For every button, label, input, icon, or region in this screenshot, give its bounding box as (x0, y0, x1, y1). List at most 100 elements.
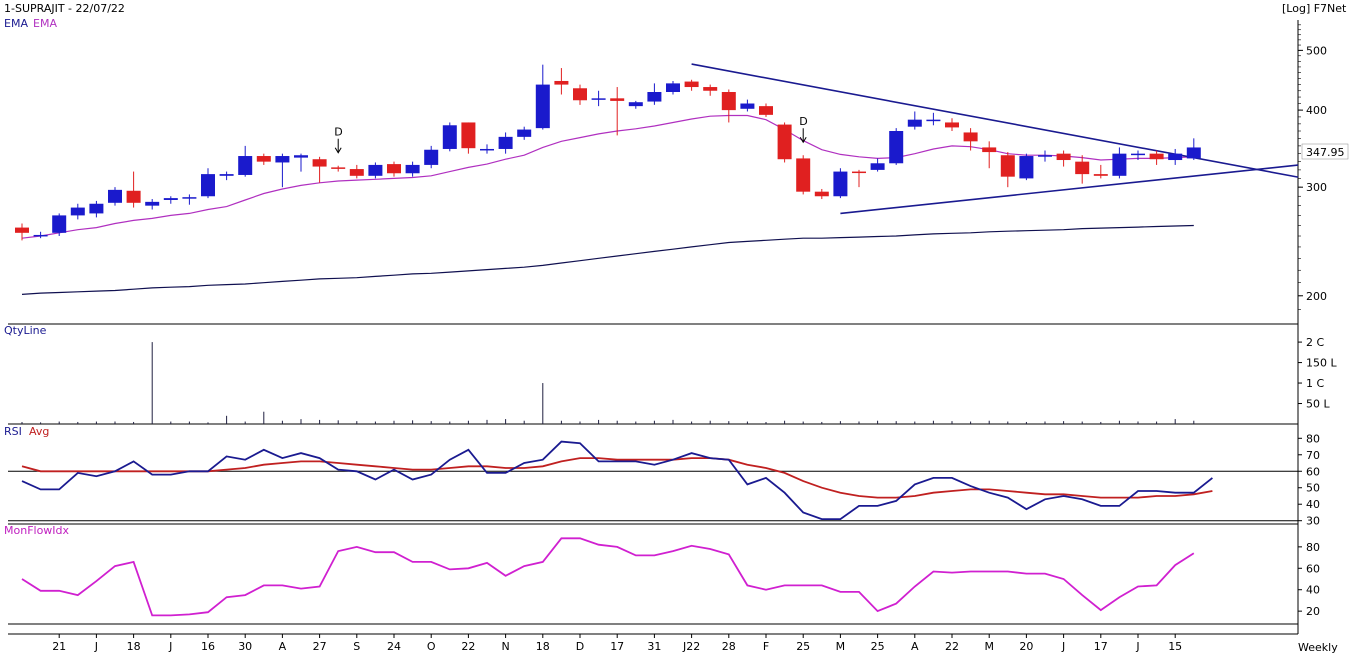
candle (405, 161, 420, 177)
candle-body (331, 167, 346, 169)
x-tick-label: M (836, 640, 846, 653)
ema-label-2: EMA (33, 17, 57, 30)
candle-body (517, 129, 532, 137)
annotations: DD (334, 115, 808, 154)
x-tick-label: S (353, 640, 360, 653)
ema-short-path (21, 114, 1194, 239)
scale-info: [Log] F7Net (1282, 2, 1347, 15)
candle (945, 118, 959, 132)
candle-body (145, 201, 160, 206)
candle-body (1112, 153, 1127, 176)
candle (163, 196, 178, 204)
candle-body (1000, 155, 1015, 177)
candle-body (498, 136, 513, 149)
candle (1056, 150, 1071, 167)
rsi-line (21, 440, 1213, 520)
x-tick-label: A (911, 640, 919, 653)
annotation-label: D (334, 126, 342, 139)
x-tick-label: F (763, 640, 769, 653)
candle (889, 128, 904, 165)
candle-body (628, 102, 643, 107)
candle-body (740, 103, 755, 109)
candle-body (1093, 174, 1108, 176)
x-tick-label: 25 (796, 640, 810, 653)
candle (1186, 138, 1201, 161)
last-price-marker: 347.95 (1301, 143, 1349, 160)
x-axis: 21 J 18 J 16 30 A 27 S 24 O 22 N 18 D 17 31 J22 28 F 25 M 25 A 2… (52, 634, 1182, 653)
candle-body (982, 147, 997, 153)
candle (554, 68, 569, 95)
rsi-tick-label: 60 (1306, 465, 1320, 478)
candle (1149, 150, 1164, 165)
candle (982, 141, 997, 169)
candle (89, 200, 104, 218)
x-tick-label: 17 (1094, 640, 1108, 653)
candle-body (1038, 155, 1052, 157)
candle (275, 153, 290, 188)
x-tick-label: A (279, 640, 287, 653)
candle-body (721, 92, 736, 111)
candle-body (591, 98, 606, 100)
candle (703, 84, 718, 96)
volume-axis: 2 C 150 L 1 C 50 L (1298, 336, 1337, 411)
candle (256, 153, 271, 165)
candle (238, 145, 253, 177)
candle (331, 165, 346, 172)
candle-body (461, 122, 476, 149)
candle-body (926, 119, 941, 122)
candle-body (1149, 153, 1164, 160)
candle-body (535, 84, 550, 129)
candle (498, 132, 513, 154)
price-tick-label: 300 (1306, 181, 1327, 194)
candle (15, 223, 29, 241)
candle (33, 231, 48, 239)
rsi-tick-label: 70 (1306, 449, 1320, 462)
candle-body (182, 197, 197, 199)
candle-body (256, 156, 271, 162)
candle (126, 171, 141, 208)
candle (573, 84, 587, 105)
candle-body (759, 106, 773, 115)
ema-long-line (21, 224, 1194, 295)
rsi-tick-label: 40 (1306, 498, 1320, 511)
x-tick-label: J (1061, 640, 1065, 653)
ema-label: EMA (4, 17, 28, 30)
ema-short-line (21, 114, 1194, 239)
x-tick-label: 31 (647, 640, 661, 653)
price-axis: 200 300 400 500 (1298, 24, 1327, 310)
rsi-tick-label: 80 (1306, 432, 1320, 445)
x-tick-label: N (501, 640, 509, 653)
candle (1019, 153, 1034, 181)
x-tick-label: 18 (127, 640, 141, 653)
qty-panel-title: QtyLine (4, 324, 47, 337)
trendline-lower (840, 164, 1299, 215)
candle-body (238, 156, 253, 175)
rsi-avg-title: Avg (29, 425, 49, 438)
x-tick-label: 21 (52, 640, 66, 653)
rsi-panel-title: RSI (4, 425, 22, 438)
candle (963, 128, 978, 151)
x-tick-label: J (1135, 640, 1139, 653)
price-tick-label: 500 (1306, 44, 1327, 57)
x-tick-label: 25 (871, 640, 885, 653)
candle-body (945, 122, 959, 128)
candle-body (796, 158, 811, 192)
x-tick-label: J22 (682, 640, 700, 653)
candle-body (907, 119, 922, 127)
candle-body (1186, 147, 1201, 159)
candle (480, 144, 494, 154)
candle-body (52, 215, 67, 233)
mfi-tick-label: 40 (1306, 584, 1320, 597)
candle (1112, 147, 1127, 179)
candle-body (1019, 156, 1034, 179)
candle-body (108, 189, 122, 203)
candle (796, 155, 811, 195)
ema-long-path (21, 224, 1194, 295)
candle-body (387, 164, 401, 174)
candle-body (777, 124, 792, 160)
candle (610, 87, 625, 136)
candle (108, 187, 122, 206)
mfi-tick-label: 80 (1306, 541, 1320, 554)
candle (201, 168, 215, 199)
mfi-panel-title: MonFlowIdx (4, 524, 70, 537)
